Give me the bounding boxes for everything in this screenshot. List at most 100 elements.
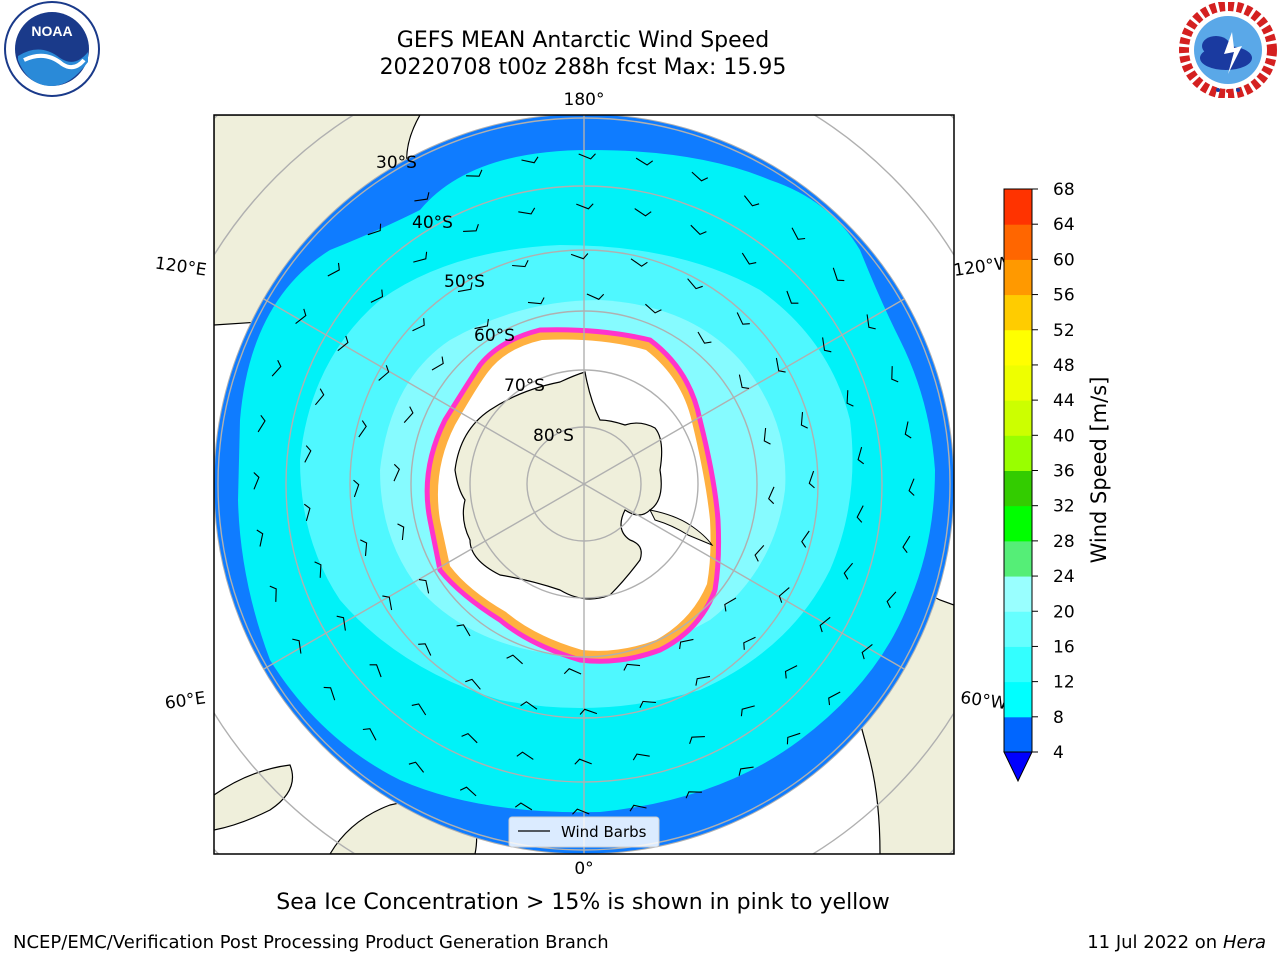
- wind-barb: [514, 802, 533, 811]
- graticule: [217, 115, 951, 854]
- wind-barb: [520, 701, 538, 710]
- wind-barb: [411, 703, 427, 716]
- wind-barb: [512, 260, 529, 268]
- wind-barb: [576, 203, 594, 210]
- lon-label-60e: 60°E: [164, 688, 207, 713]
- lat-label-60s: 60°S: [474, 326, 515, 346]
- wind-barb: [378, 365, 390, 381]
- wind-barb: [630, 258, 648, 267]
- wind-barb: [786, 290, 799, 304]
- wind-barb: [256, 529, 264, 547]
- wind-barb: [327, 262, 340, 277]
- wind-barb: [408, 761, 425, 773]
- legend-label: Wind Barbs: [561, 823, 647, 841]
- wind-barb: [253, 472, 260, 490]
- wind-barb: [639, 700, 656, 708]
- colorbar-segment: [1004, 716, 1032, 753]
- lat-label-40s: 40°S: [412, 213, 453, 233]
- lon-label-120e: 120°E: [154, 254, 208, 281]
- wind-barb: [691, 171, 709, 182]
- footer-date: 11 Jul 2022 on Hera: [1087, 932, 1266, 953]
- lon-label-0: 0°: [574, 859, 593, 879]
- wind-barb: [353, 479, 360, 498]
- wind-barb: [857, 446, 865, 465]
- colorbar-tick-label: 16: [1053, 637, 1075, 657]
- wind-barb: [629, 804, 647, 812]
- wind-barb: [516, 751, 534, 760]
- colorbar-tick-label: 32: [1053, 497, 1075, 517]
- colorbar-tick-label: 56: [1053, 286, 1075, 306]
- wind-barb: [908, 478, 915, 496]
- lat-label-30s: 30°S: [376, 153, 417, 173]
- wind-barb: [527, 297, 545, 305]
- wind-barb: [418, 643, 432, 656]
- colorbar-tick-label: 52: [1053, 321, 1075, 341]
- footer-date-text: 11 Jul 2022 on: [1087, 932, 1223, 953]
- lon-label-60w: 60°W: [959, 688, 1008, 714]
- wind-barb: [370, 289, 384, 303]
- colorbar-segment: [1004, 611, 1032, 647]
- colorbar-tick-label: 60: [1053, 250, 1075, 270]
- map-frame: [213, 114, 955, 855]
- lon-label-120w: 120°W: [952, 253, 1012, 281]
- colorbar-tick-label: 68: [1053, 180, 1075, 200]
- colorbar-tick-label: 64: [1053, 215, 1075, 235]
- wind-barb: [763, 427, 771, 445]
- wind-barb: [689, 736, 705, 744]
- wind-barb: [367, 223, 382, 236]
- wind-barb: [292, 638, 302, 654]
- wind-barb: [563, 668, 582, 675]
- wind-barb: [572, 808, 590, 815]
- wind-barb: [808, 470, 815, 489]
- wind-barb: [574, 758, 592, 765]
- footer-credit: NCEP/EMC/Verification Post Processing Pr…: [13, 932, 609, 953]
- wind-barb: [791, 227, 806, 240]
- colorbar-segment: [1004, 224, 1032, 260]
- wind-barb: [570, 253, 589, 260]
- wind-barb: [801, 530, 810, 548]
- wind-barb: [269, 585, 277, 602]
- wind-barb: [578, 153, 596, 160]
- wind-barb: [645, 303, 662, 314]
- wind-barb: [632, 753, 650, 761]
- colorbar-under-triangle: [1003, 751, 1033, 783]
- wind-barb: [736, 312, 750, 325]
- wind-barb: [623, 663, 641, 671]
- wind-barb: [741, 252, 757, 265]
- wind-barb: [314, 388, 325, 406]
- colorbar-tick-label: 48: [1053, 356, 1075, 376]
- colorbar-label: Wind Speed [m/s]: [1087, 377, 1111, 564]
- wind-barb: [784, 665, 798, 679]
- wind-barb: [521, 156, 539, 164]
- wind-barb: [828, 691, 841, 706]
- wind-barb: [393, 463, 400, 482]
- wind-barb: [362, 728, 377, 741]
- wind-barb: [303, 503, 311, 522]
- colorbar-tick-label: 12: [1053, 673, 1075, 693]
- wind-barb: [403, 406, 414, 423]
- wind-barb: [843, 562, 854, 580]
- wind-barb: [257, 414, 266, 433]
- colorbar-tick-label: 20: [1053, 602, 1075, 622]
- wind-barb: [861, 643, 873, 660]
- wind-barb: [465, 678, 481, 690]
- nws-logo: [1179, 2, 1277, 98]
- wind-barb: [695, 675, 711, 686]
- wind-barb: [412, 318, 425, 332]
- wind-barb: [786, 732, 801, 745]
- wind-barb: [685, 791, 702, 799]
- colorbar-tick-label: 28: [1053, 532, 1075, 552]
- wind-barb: [635, 157, 654, 166]
- wind-barb: [891, 366, 899, 383]
- wind-barb: [459, 786, 477, 797]
- sea-ice-note: Sea Ice Concentration > 15% is shown in …: [276, 890, 890, 915]
- wind-barb: [743, 195, 760, 207]
- wind-barb: [271, 359, 282, 377]
- wind-barb: [463, 224, 479, 232]
- lat-label-70s: 70°S: [504, 376, 545, 396]
- colorbar-segment: [1004, 329, 1032, 366]
- wind-barb: [740, 705, 755, 717]
- wind-barb: [754, 545, 765, 562]
